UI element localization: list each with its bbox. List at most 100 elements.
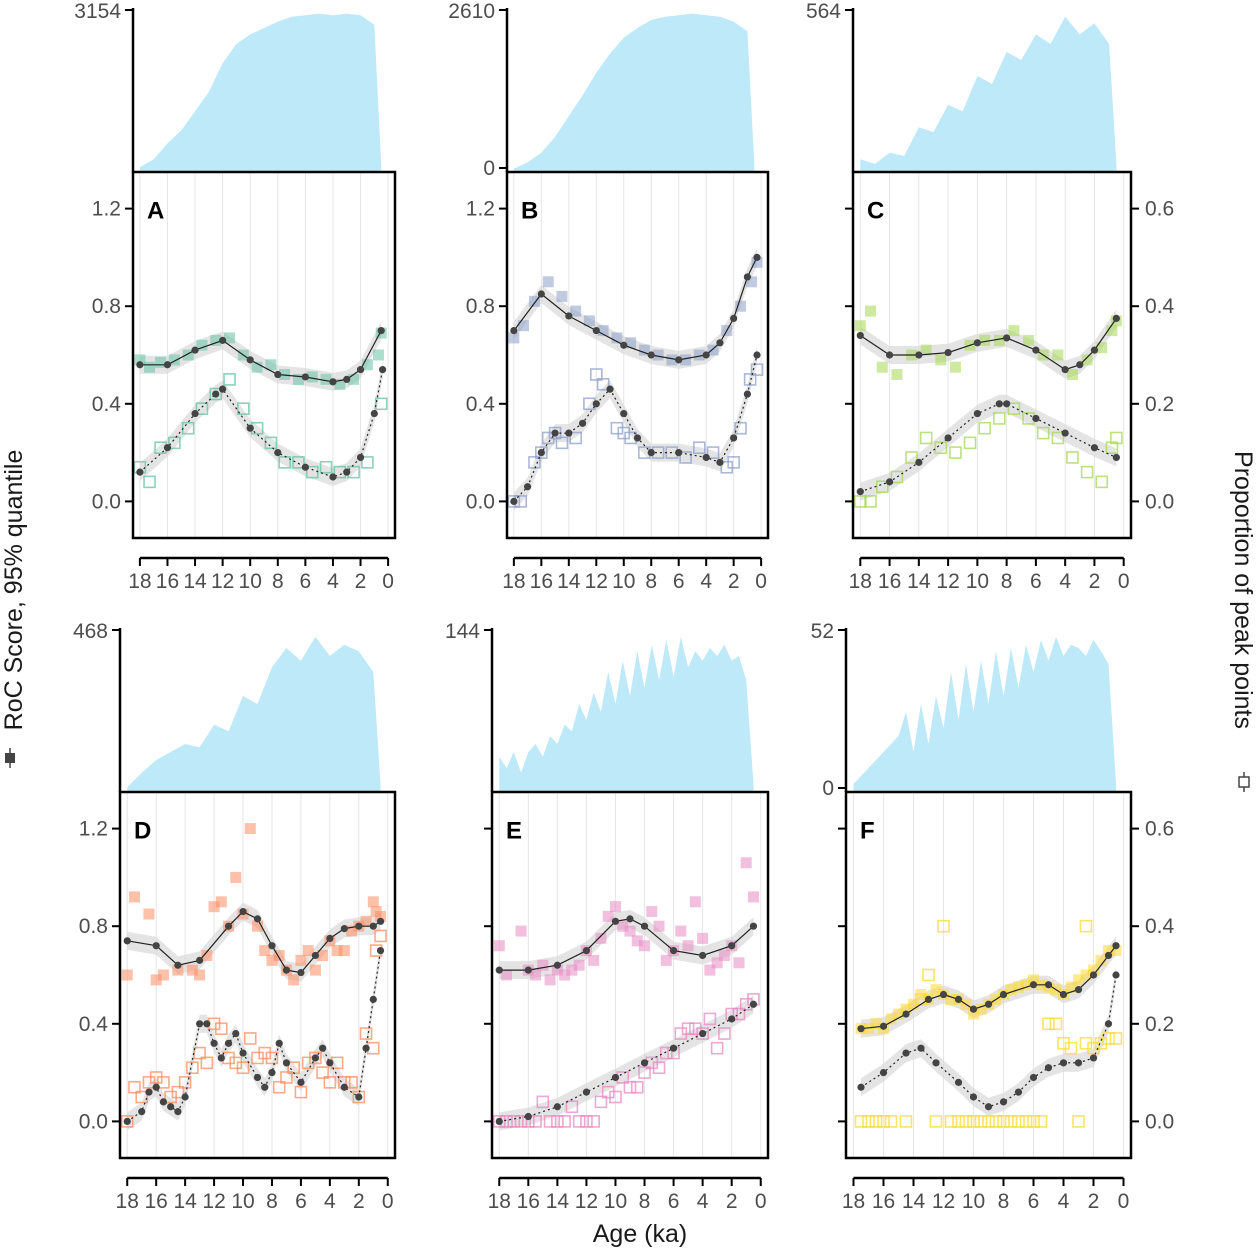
x-tick-label: 2 [1089, 570, 1101, 593]
roc-point [168, 354, 180, 366]
roc-smooth-line-dot [274, 370, 282, 379]
peak-smooth-line-dot [753, 351, 761, 359]
peak-smooth-line-dot [212, 390, 220, 398]
peak-point [732, 1007, 746, 1021]
roc-point [740, 857, 752, 869]
roc-point [508, 332, 520, 344]
peak-smooth-line-dot [969, 1093, 978, 1101]
roc-point [551, 964, 563, 976]
peak-point [982, 1115, 995, 1128]
roc-point [501, 969, 513, 981]
roc-point [1103, 945, 1114, 957]
peak-point [265, 1051, 279, 1065]
peak-point [989, 1115, 1003, 1128]
peak-point [1105, 441, 1119, 455]
roc-point [854, 320, 866, 332]
y-right-tick-label: 0.6 [1145, 198, 1174, 221]
roc-point [1013, 981, 1024, 993]
roc-point [215, 896, 227, 908]
peak-smooth-line-dot [167, 1103, 175, 1111]
roc-smooth-line-dot [743, 273, 751, 281]
peak-ribbon [513, 346, 757, 511]
peak-point [193, 1046, 206, 1060]
peak-point [862, 1115, 875, 1128]
peak-smooth-line-dot [553, 1103, 561, 1111]
roc-smooth-line-dot [246, 356, 254, 364]
peak-smooth-line [513, 354, 758, 502]
x-tick-label: 16 [517, 1190, 540, 1213]
y-left-tick-label: 1.2 [92, 198, 121, 221]
peak-smooth-line-dot [311, 1054, 319, 1062]
density-max-label: 564 [806, 0, 841, 23]
roc-point [224, 332, 236, 344]
roc-smooth-line-dot [856, 331, 864, 340]
peak-smooth-line-dot [159, 1098, 168, 1106]
roc-smooth-line-dot [939, 990, 948, 999]
roc-smooth-line-dot [1003, 334, 1011, 342]
peak-smooth-line-dot [999, 1098, 1008, 1106]
roc-ribbon [513, 248, 757, 369]
roc-smooth-line-dot [879, 1022, 888, 1030]
peak-smooth-line-dot [282, 1059, 291, 1067]
peak-point [529, 1115, 542, 1128]
y-left-tick-label: 1.2 [79, 818, 108, 841]
roc-point [870, 1018, 882, 1030]
roc-point [1088, 964, 1099, 976]
peak-smooth-line-dot [376, 947, 385, 955]
roc-point [570, 305, 582, 317]
density-min-label: 0 [483, 157, 495, 180]
peak-point [1012, 1115, 1025, 1128]
peak-point [743, 373, 757, 386]
peak-point [1109, 1032, 1123, 1045]
peak-smooth-line-dot [369, 995, 377, 1004]
peak-point [1095, 475, 1109, 489]
x-tick-label: 0 [1118, 1190, 1130, 1213]
roc-point [1066, 369, 1078, 381]
x-tick-label: 4 [697, 1190, 709, 1213]
roc-point [367, 896, 379, 908]
roc-point [945, 993, 957, 1005]
roc-point [979, 334, 991, 346]
roc-legend-key [5, 748, 15, 768]
peak-point [1110, 431, 1123, 445]
roc-point [566, 964, 578, 976]
peak-point [535, 446, 548, 459]
roc-smooth-line-dot [376, 917, 385, 925]
peak-smooth-line-dot [378, 366, 387, 374]
roc-point [196, 339, 208, 351]
roc-point [334, 378, 346, 390]
roc-point [746, 276, 758, 288]
roc-smooth-line-dot [702, 351, 710, 359]
roc-point [1081, 354, 1093, 366]
density-max-label: 52 [811, 620, 834, 643]
roc-smooth-line-dot [326, 934, 334, 943]
roc-point [338, 945, 350, 957]
peak-point [978, 421, 991, 435]
peak-smooth-line-dot [301, 463, 309, 471]
peak-point [243, 1032, 257, 1045]
roc-point [360, 915, 372, 927]
panel-d: 468 D 0.0 0.4 0.8 1.2 18 16 14 12 10 8 6 4 2 0 [73, 620, 397, 1213]
y-right-tick-label: 0.0 [1145, 490, 1174, 513]
peak-point [200, 1056, 214, 1070]
roc-point [930, 984, 942, 996]
peak-smooth-line-dot [524, 483, 532, 491]
roc-point [252, 920, 263, 932]
y-right-tick-label: 0.2 [1145, 1013, 1174, 1036]
roc-smooth-line-dot [1112, 314, 1120, 322]
roc-smooth-line-dot [163, 361, 172, 369]
roc-point [317, 949, 329, 961]
peak-point [952, 1115, 965, 1128]
roc-point [893, 1008, 904, 1020]
x-tick-label: 2 [355, 570, 367, 593]
peak-point [609, 1090, 622, 1104]
roc-point [150, 974, 162, 986]
peak-point [1066, 451, 1079, 464]
roc-smooth-line-dot [1029, 981, 1038, 989]
peak-point [551, 1115, 564, 1128]
roc-smooth-line-dot [224, 922, 233, 930]
peak-point [507, 495, 521, 508]
peak-point [919, 431, 933, 445]
peak-smooth-line-dot [138, 1108, 146, 1116]
